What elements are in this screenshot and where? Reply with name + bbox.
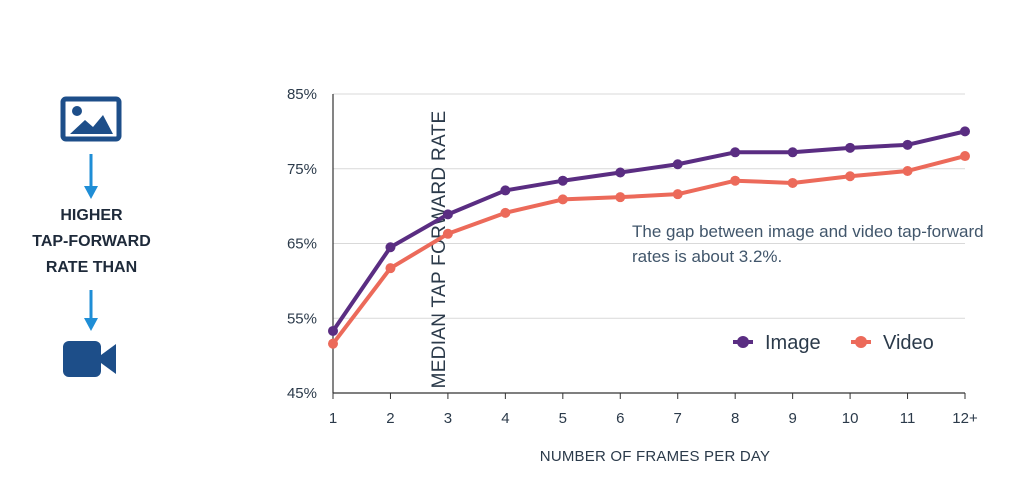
comparison-caption: HIGHER TAP-FORWARD RATE THAN xyxy=(0,203,183,281)
x-tick-label: 11 xyxy=(900,410,916,427)
data-point-image xyxy=(672,159,683,170)
y-tick-label: 85% xyxy=(287,86,317,103)
caption-line-3: RATE THAN xyxy=(45,259,138,276)
legend-marker-video xyxy=(855,336,867,348)
legend-marker-image xyxy=(737,336,749,348)
data-point-video xyxy=(960,151,970,162)
data-point-image xyxy=(960,126,970,137)
series-line-video xyxy=(331,154,966,345)
y-tick-label: 55% xyxy=(287,310,317,327)
data-point-video xyxy=(442,228,453,239)
data-point-video xyxy=(500,207,511,218)
y-tick-label: 75% xyxy=(287,161,317,178)
arrow-down-icon xyxy=(84,290,98,331)
data-point-video xyxy=(672,189,683,200)
x-tick-label: 10 xyxy=(842,410,859,427)
x-tick-label: 5 xyxy=(559,410,567,427)
data-point-image xyxy=(730,147,741,158)
x-tick-label: 1 xyxy=(329,410,337,427)
data-point-video xyxy=(615,192,626,203)
data-point-image xyxy=(902,139,913,150)
data-point-image xyxy=(557,175,568,186)
caption-line-1: HIGHER xyxy=(60,207,123,224)
data-point-image xyxy=(787,147,798,158)
x-tick-label: 6 xyxy=(616,410,624,427)
data-point-image xyxy=(328,325,338,336)
legend-label-image: Image xyxy=(765,332,821,354)
video-camera-icon xyxy=(63,341,116,377)
x-tick-label: 2 xyxy=(386,410,394,427)
arrow-down-icon xyxy=(84,154,98,199)
image-icon xyxy=(60,96,122,142)
data-point-video xyxy=(845,171,856,182)
x-tick-label: 9 xyxy=(788,410,796,427)
series-line-image xyxy=(331,129,966,333)
x-tick-label: 12+ xyxy=(952,410,978,427)
caption-line-2: TAP-FORWARD xyxy=(32,233,151,250)
data-point-image xyxy=(845,142,856,153)
data-point-image xyxy=(615,167,626,178)
data-point-video xyxy=(557,194,568,205)
data-point-video xyxy=(328,338,338,349)
y-tick-label: 65% xyxy=(287,236,317,253)
x-tick-label: 3 xyxy=(444,410,452,427)
data-point-image xyxy=(385,242,396,253)
x-tick-label: 7 xyxy=(674,410,682,427)
data-point-video xyxy=(902,165,913,176)
data-point-video xyxy=(787,177,798,188)
left-panel: HIGHER TAP-FORWARD RATE THAN xyxy=(0,0,185,483)
chart-annotation: The gap between image and video tap-forw… xyxy=(632,222,984,266)
x-axis-title: NUMBER OF FRAMES PER DAY xyxy=(540,448,770,465)
x-tick-label: 4 xyxy=(501,410,509,427)
y-axis-title: MEDIAN TAP FORWARD RATE xyxy=(429,111,450,389)
x-tick-label: 8 xyxy=(731,410,739,427)
y-tick-label: 45% xyxy=(287,385,317,402)
data-point-video xyxy=(730,175,741,186)
data-point-video xyxy=(385,263,396,274)
line-chart: 45% 55% 65% 75% 85% 1 2 3 4 5 6 7 8 9 10 11 12+ NUMBER OF… xyxy=(287,86,978,465)
data-point-image xyxy=(442,209,453,220)
data-point-image xyxy=(500,185,511,196)
legend-label-video: Video xyxy=(883,332,934,354)
